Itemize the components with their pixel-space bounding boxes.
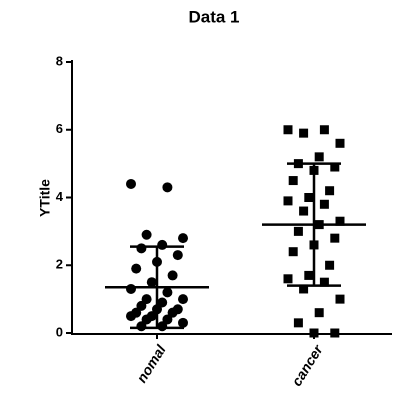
- data-point: [178, 233, 188, 244]
- data-point: [299, 128, 309, 138]
- data-point: [335, 138, 345, 148]
- data-point: [141, 294, 152, 305]
- y-axis-label: YTitle: [37, 179, 53, 217]
- data-point: [325, 186, 335, 196]
- data-point: [330, 233, 340, 243]
- data-point: [309, 328, 319, 338]
- data-point: [330, 162, 340, 172]
- y-tick-label: 0: [56, 324, 63, 339]
- data-point: [167, 270, 178, 281]
- y-tick-label: 6: [56, 121, 63, 136]
- data-point: [319, 199, 329, 209]
- data-point: [162, 182, 173, 193]
- data-point: [319, 125, 329, 135]
- data-point: [141, 314, 152, 325]
- data-point: [136, 300, 147, 311]
- chart-title: Data 1: [188, 7, 239, 26]
- x-tick-label: cancer: [288, 341, 326, 389]
- data-point: [335, 216, 345, 226]
- data-point: [136, 321, 147, 332]
- data-point: [299, 284, 309, 294]
- data-point: [283, 274, 293, 284]
- data-point: [299, 206, 309, 216]
- y-tick-label: 2: [56, 257, 63, 272]
- data-point: [288, 176, 298, 186]
- data-point: [283, 125, 293, 135]
- data-point: [178, 317, 188, 328]
- data-point: [293, 226, 303, 236]
- y-tick-label: 4: [56, 189, 64, 204]
- data-point: [131, 263, 142, 274]
- data-point: [126, 311, 136, 322]
- data-point: [319, 277, 329, 287]
- data-point: [126, 283, 136, 294]
- data-point: [283, 196, 293, 206]
- data-point: [157, 297, 168, 308]
- data-point: [330, 328, 340, 338]
- data-point: [293, 318, 303, 328]
- data-point: [162, 314, 173, 325]
- data-point: [136, 243, 147, 254]
- y-tick-label: 8: [56, 53, 63, 68]
- data-point: [141, 229, 152, 240]
- data-point: [157, 239, 168, 250]
- data-point: [126, 178, 136, 189]
- data-point: [314, 308, 324, 318]
- data-point: [178, 294, 188, 305]
- data-point: [172, 250, 183, 261]
- data-point: [157, 321, 168, 332]
- data-point: [314, 152, 324, 162]
- x-tick-label: nomal: [133, 341, 169, 385]
- data-point: [146, 277, 157, 288]
- data-point: [325, 260, 335, 270]
- data-point: [167, 307, 178, 318]
- data-point: [335, 294, 345, 304]
- data-point: [288, 247, 298, 257]
- data-point: [162, 287, 173, 298]
- data-point: [304, 193, 314, 202]
- data-point: [304, 270, 314, 280]
